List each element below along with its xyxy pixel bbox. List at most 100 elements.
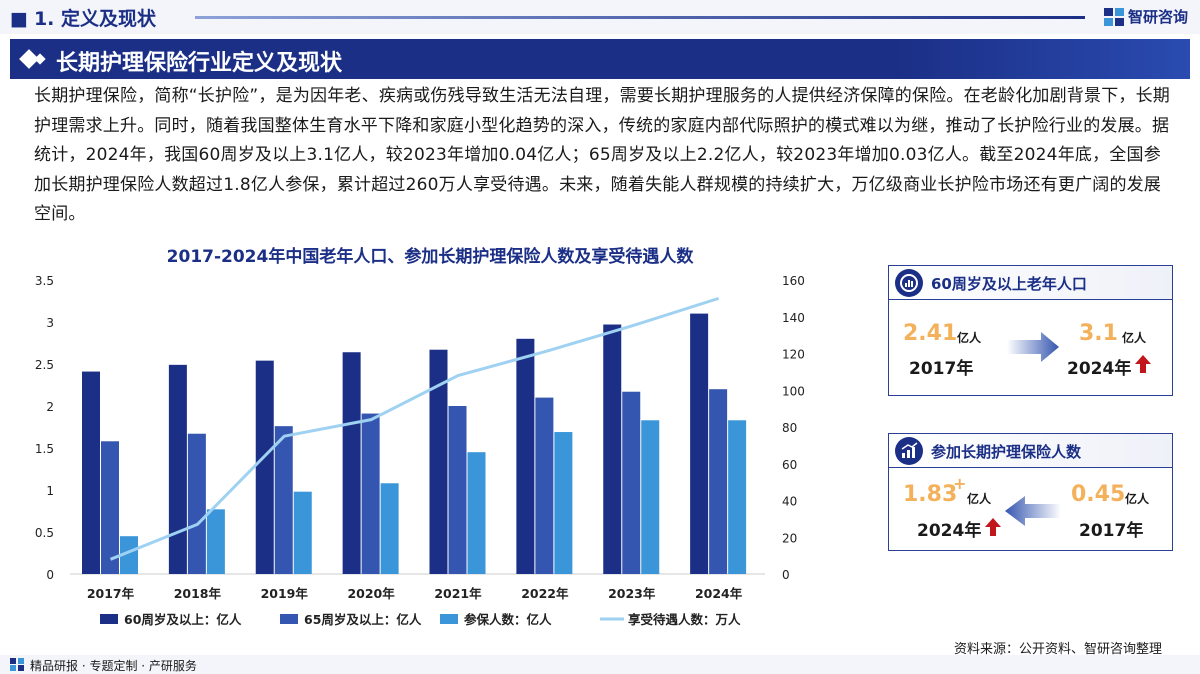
arrow-left-icon xyxy=(1005,496,1061,526)
y-left-tick-label: 0.5 xyxy=(35,526,54,540)
square-bullet-icon: ■ xyxy=(10,8,28,30)
bar-3 xyxy=(728,420,747,574)
card-title: 60周岁及以上老年人口 xyxy=(931,275,1087,293)
card-left-sup: + xyxy=(953,474,967,493)
card-right-year: 2024年 xyxy=(1067,359,1132,379)
bar-3 xyxy=(641,420,660,574)
section-title: ■ 1. 定义及现状 xyxy=(10,4,156,31)
x-tick-label: 2019年 xyxy=(261,586,309,601)
bar-3 xyxy=(554,432,573,574)
card-left-year: 2017年 xyxy=(909,359,974,379)
y-right-tick-label: 160 xyxy=(782,274,805,288)
legend-swatch xyxy=(100,614,118,624)
arrow-right-icon xyxy=(1007,332,1059,362)
y-left-tick-label: 1 xyxy=(46,484,54,498)
bar-1 xyxy=(168,364,187,574)
legend-label: 参保人数：亿人 xyxy=(464,612,552,627)
x-tick-label: 2020年 xyxy=(347,586,395,601)
x-tick-label: 2017年 xyxy=(87,586,135,601)
y-left-tick-label: 0 xyxy=(46,568,54,582)
y-right-tick-label: 40 xyxy=(782,495,797,509)
up-arrow-icon xyxy=(985,518,1001,536)
y-right-tick-label: 60 xyxy=(782,458,797,472)
card-left-unit: 亿人 xyxy=(967,492,992,506)
bar-1 xyxy=(516,338,535,574)
population-chart-icon xyxy=(895,269,923,297)
footer-bar: 精品研报 · 专题定制 · 产研服务 xyxy=(0,655,1200,674)
bar-1 xyxy=(690,313,709,574)
card-insured-population: 参加长期护理保险人数 1.83 + 亿人 2024年 0.45 亿人 2017年 xyxy=(888,433,1173,551)
y-right-tick-label: 120 xyxy=(782,348,805,362)
x-tick-label: 2023年 xyxy=(608,586,656,601)
card-right-year: 2017年 xyxy=(1079,521,1144,541)
bar-3 xyxy=(467,452,486,574)
y-left-tick-label: 3 xyxy=(46,316,54,330)
legend-label: 60周岁及以上：亿人 xyxy=(124,612,242,627)
source-note: 资料来源：公开资料、智研咨询整理 xyxy=(953,642,1162,657)
card-right-value: 0.45 xyxy=(1071,482,1126,507)
banner-title: 长期护理保险行业定义及现状 xyxy=(56,51,343,76)
card-left-unit: 亿人 xyxy=(957,331,982,345)
brand-mini-logo-icon xyxy=(10,658,24,671)
up-arrow-icon xyxy=(1135,355,1151,373)
top-bar: ■ 1. 定义及现状 智研咨询 xyxy=(0,0,1200,34)
bar-1 xyxy=(603,324,622,574)
bar-2 xyxy=(448,406,467,574)
y-left-tick-label: 1.5 xyxy=(35,442,54,456)
footer-slogan: 精品研报 · 专题定制 · 产研服务 xyxy=(30,659,197,673)
y-right-tick-label: 20 xyxy=(782,531,797,545)
intro-paragraph: 长期护理保险，简称“长护险”，是为因年老、疾病或伤残导致生活无法自理，需要长期护… xyxy=(34,86,1171,224)
card-left-value: 1.83 xyxy=(903,482,958,507)
legend-label: 享受待遇人数：万人 xyxy=(628,612,741,627)
card-left-year: 2024年 xyxy=(917,521,982,541)
header-rule xyxy=(195,16,1085,19)
combo-chart: 0 0.5 1 1.5 2 2.5 3 3.5 0 20 40 60 80 100 120 140 160 201… xyxy=(35,274,805,627)
diamond-small-icon xyxy=(34,53,46,65)
y-right-tick-label: 140 xyxy=(782,311,805,325)
x-tick-label: 2021年 xyxy=(434,586,482,601)
card-title: 参加长期护理保险人数 xyxy=(931,443,1082,461)
y-left-tick-label: 2.5 xyxy=(35,358,54,372)
bar-3 xyxy=(206,509,225,574)
brand-logo-icon xyxy=(1103,7,1124,26)
card-header: 参加长期护理保险人数 xyxy=(889,434,1172,468)
bar-1 xyxy=(342,352,361,574)
legend-swatch xyxy=(280,614,298,624)
bar-2 xyxy=(274,426,293,574)
title-banner: 长期护理保险行业定义及现状 xyxy=(10,39,1190,79)
y-right-tick-label: 0 xyxy=(782,568,790,582)
y-right-tick-label: 80 xyxy=(782,421,797,435)
card-left-value: 2.41 xyxy=(903,321,958,346)
brand: 智研咨询 xyxy=(1103,6,1188,27)
bar-1 xyxy=(255,360,274,574)
y-left-tick-label: 3.5 xyxy=(35,274,54,288)
bar-2 xyxy=(535,397,554,574)
x-tick-label: 2024年 xyxy=(695,586,743,601)
bar-2 xyxy=(101,441,119,574)
card-header: 60周岁及以上老年人口 xyxy=(889,266,1172,300)
bar-3 xyxy=(380,483,399,574)
bar-2 xyxy=(361,413,380,574)
card-elderly-population: 60周岁及以上老年人口 2.41 亿人 2017年 3.1 亿人 2024年 xyxy=(888,265,1173,396)
x-tick-label: 2022年 xyxy=(521,586,569,601)
chart-title: 2017-2024年中国老年人口、参加长期护理保险人数及享受待遇人数 xyxy=(166,247,694,267)
brand-name: 智研咨询 xyxy=(1127,8,1188,26)
bar-2 xyxy=(709,389,728,574)
legend-swatch xyxy=(440,614,458,624)
card-right-unit: 亿人 xyxy=(1125,492,1150,506)
bar-3 xyxy=(293,491,312,574)
card-right-value: 3.1 xyxy=(1079,321,1118,346)
line-series xyxy=(109,296,720,561)
x-tick-label: 2018年 xyxy=(174,586,222,601)
trend-chart-icon xyxy=(895,437,923,465)
bar-1 xyxy=(82,371,100,574)
bar-1 xyxy=(429,349,448,574)
bar-2 xyxy=(622,391,641,574)
card-right-unit: 亿人 xyxy=(1122,331,1147,345)
bar-3 xyxy=(120,536,138,574)
legend-label: 65周岁及以上：亿人 xyxy=(304,612,422,627)
y-right-tick-label: 100 xyxy=(782,384,805,398)
y-left-tick-label: 2 xyxy=(46,400,54,414)
bar-2 xyxy=(187,433,206,574)
section-title-text: 1. 定义及现状 xyxy=(33,8,157,30)
